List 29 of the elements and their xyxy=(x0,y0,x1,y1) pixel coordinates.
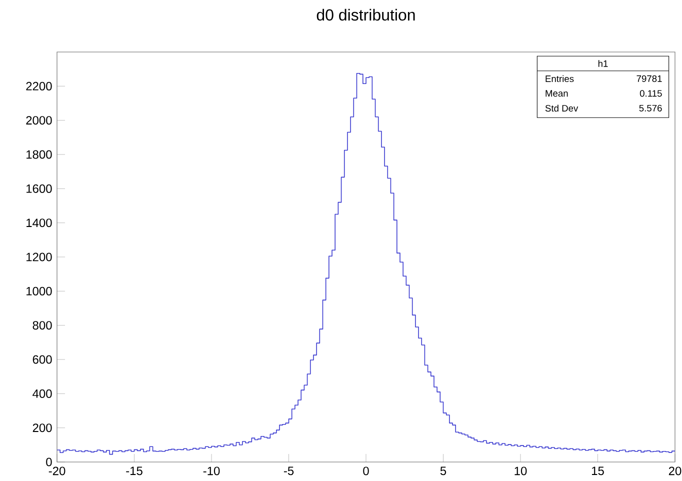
y-tick-label: 200 xyxy=(32,424,52,432)
y-tick-label: 2000 xyxy=(26,116,52,125)
y-tick-label: 400 xyxy=(32,389,52,398)
annotation: Mean xyxy=(546,90,568,97)
x-tick-label: -5 xyxy=(284,466,294,476)
x-tick-label: -15 xyxy=(126,466,142,476)
chart-title: d0 distribution xyxy=(316,8,415,21)
annotation: 0.115 xyxy=(640,90,662,97)
y-tick-label: 800 xyxy=(32,321,52,330)
y-tick-label: 1000 xyxy=(26,286,52,296)
x-tick-label: 0 xyxy=(363,466,369,476)
x-tick-label: 15 xyxy=(592,466,604,476)
y-tick-label: 1400 xyxy=(26,218,52,228)
y-tick-label: 1800 xyxy=(26,150,52,159)
x-tick-label: -20 xyxy=(48,466,66,476)
y-tick-label: 600 xyxy=(32,355,52,364)
y-tick-label: 1600 xyxy=(26,184,52,193)
annotation: h1 xyxy=(598,60,608,67)
x-tick-label: 5 xyxy=(440,466,446,476)
x-tick-label: 10 xyxy=(514,466,527,476)
y-tick-label: 1200 xyxy=(26,252,52,262)
x-tick-label: -10 xyxy=(203,466,220,476)
y-tick-label: 2200 xyxy=(26,82,52,90)
annotation: 79781 xyxy=(636,75,662,82)
x-tick-label: 20 xyxy=(668,466,682,476)
annotation: 5.576 xyxy=(639,104,662,112)
y-tick-label: 0 xyxy=(46,458,52,466)
annotation: Std Dev xyxy=(545,104,578,112)
annotation: Entries xyxy=(546,75,574,82)
